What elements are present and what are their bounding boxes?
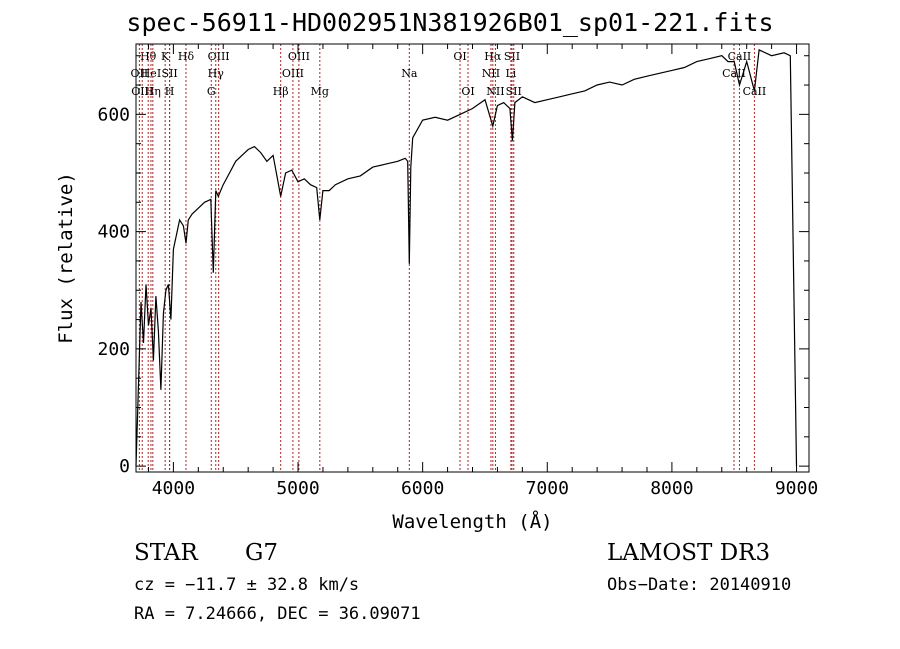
y-tick-label-200: 200 <box>97 339 130 360</box>
star-subclass: G7 <box>245 540 279 566</box>
y-tick-label-600: 600 <box>97 104 130 125</box>
line-label-3: HeI <box>141 67 161 80</box>
line-label-21: NII <box>482 67 500 80</box>
redshift-cz: cz = −11.7 ± 32.8 km/s <box>134 575 360 595</box>
x-tick-label-5000: 5000 <box>276 478 319 499</box>
ra-dec: RA = 7.24666, DEC = 36.09071 <box>134 604 421 624</box>
line-label-13: OIII <box>282 67 304 80</box>
line-label-26: CaII <box>722 67 746 80</box>
line-label-11: G <box>207 85 216 98</box>
obs-date: Obs−Date: 20140910 <box>607 575 792 595</box>
line-label-20: SII <box>504 50 520 63</box>
line-label-4: Hη <box>145 85 161 98</box>
x-tick-label-8000: 8000 <box>650 478 693 499</box>
y-axis-label: Flux (relative) <box>55 172 77 344</box>
line-label-7: H <box>165 85 175 98</box>
x-tick-label-7000: 7000 <box>526 478 569 499</box>
line-label-15: Mg <box>311 85 329 98</box>
line-label-22: Li <box>505 67 516 80</box>
chart-title: spec-56911-HD002951N381926B01_sp01-221.f… <box>126 8 774 37</box>
x-tick-label-6000: 6000 <box>401 478 444 499</box>
line-label-2: OIII <box>131 85 153 98</box>
y-tick-label-400: 400 <box>97 222 130 243</box>
line-label-27: CaII <box>743 85 767 98</box>
line-label-12: OIII <box>288 50 310 63</box>
spectrum-line <box>135 49 798 467</box>
line-label-14: Hβ <box>273 85 289 98</box>
star-class-label: STAR <box>134 540 198 566</box>
line-label-1: OII <box>131 67 149 80</box>
y-tick-label-0: 0 <box>119 456 130 477</box>
line-label-5: K <box>161 50 170 63</box>
line-label-16: Na <box>401 67 418 80</box>
line-label-23: NII <box>486 85 504 98</box>
x-axis-label: Wavelength (Å) <box>392 510 552 533</box>
x-tick-label-4000: 4000 <box>152 478 195 499</box>
line-label-18: OI <box>461 85 474 98</box>
line-label-10: Hγ <box>208 67 225 80</box>
line-label-17: OI <box>453 50 466 63</box>
x-tick-label-9000: 9000 <box>775 478 818 499</box>
line-label-9: OIII <box>208 50 230 63</box>
line-label-24: SII <box>506 85 522 98</box>
survey-name: LAMOST DR3 <box>607 540 771 566</box>
line-label-19: Hα <box>484 50 502 63</box>
line-label-8: Hδ <box>178 50 195 63</box>
